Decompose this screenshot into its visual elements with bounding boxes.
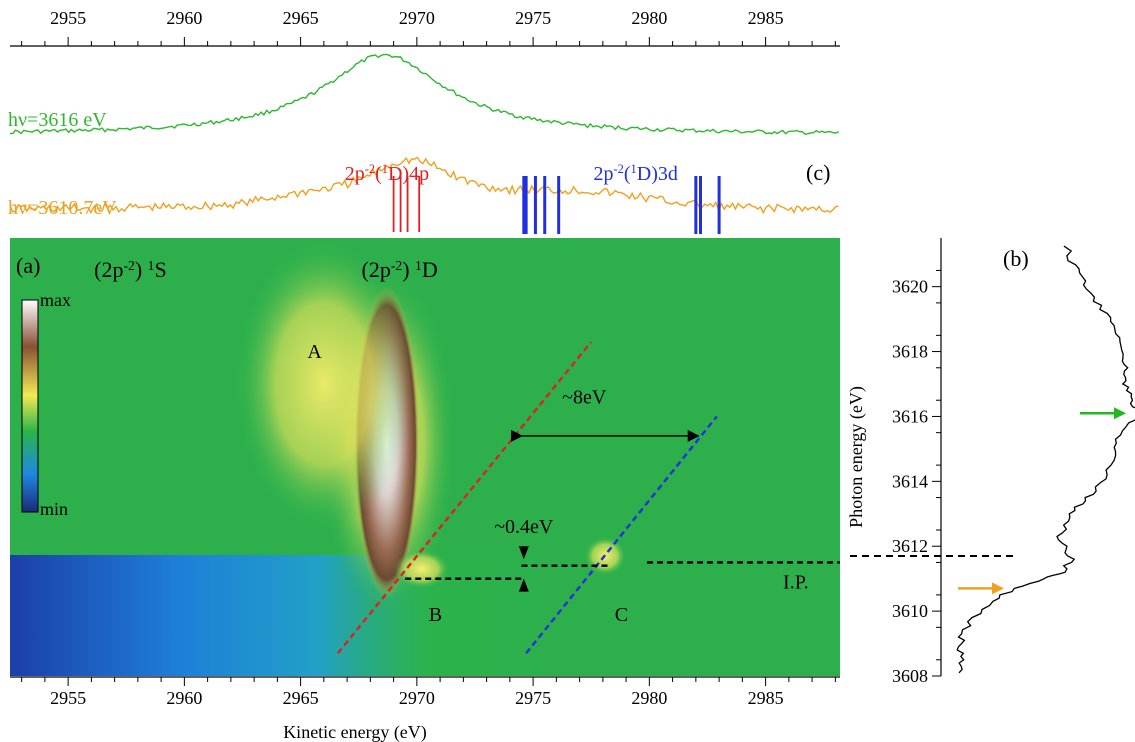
yield-curve — [956, 245, 1135, 674]
top-axis-tick-label: 2970 — [399, 8, 435, 28]
red-diagonal-line — [336, 341, 593, 655]
colorbar-gradient — [21, 299, 39, 513]
heatmap-label-4: ~8eV — [562, 386, 607, 408]
heatmap-low-band — [10, 555, 570, 676]
colorbar: max min — [21, 290, 71, 519]
panel-b-yield: 3608 3610 3612 3614 3616 3618 3620 — [850, 238, 1135, 686]
heatmap-label-0: A — [307, 341, 322, 363]
spectrum-0 — [9, 53, 839, 136]
y-axis-tick-label: 3614 — [892, 471, 928, 491]
panel-a-label: (a) — [16, 253, 40, 278]
top-axis-tick-label: 2980 — [631, 8, 667, 28]
y-axis-tick-label: 3610 — [892, 601, 928, 621]
bottom-axis-tick-label: 2975 — [515, 688, 551, 708]
y-axis-label: Photon energy (eV) — [846, 386, 867, 528]
colorbar-max-label: max — [40, 290, 71, 310]
colorbar-min-label: min — [40, 499, 68, 519]
heatmap-label-3: I.P. — [783, 571, 809, 593]
bottom-axis-tick-label: 2980 — [631, 688, 667, 708]
photon-energy-arrowhead — [1114, 407, 1126, 420]
y-axis-tick-label: 3612 — [892, 536, 928, 556]
heatmap-label-2: C — [615, 604, 628, 626]
small-gap-arrow-down — [518, 546, 529, 560]
heatmap-blob-peak-A — [235, 238, 413, 530]
spectrum-label-0: hν=3616 eV — [8, 109, 107, 131]
top-axis-tick-label: 2985 — [748, 8, 784, 28]
top-x-axis: 2955 2960 2965 2970 2975 2980 2985 — [10, 8, 840, 47]
x-axis-label: Kinetic energy (eV) — [283, 722, 427, 742]
panel-c-label: (c) — [806, 160, 830, 185]
top-axis-tick-label: 2965 — [283, 8, 319, 28]
bottom-axis-tick-label: 2955 — [50, 688, 86, 708]
panel-a-heatmap — [10, 238, 840, 676]
spectrum-label-1: hν=3610.7eV — [8, 197, 117, 219]
bottom-axis-tick-label: 2970 — [399, 688, 435, 708]
y-axis-tick-label: 3608 — [892, 666, 928, 686]
small-gap-arrow-up — [518, 578, 529, 592]
heatmap-blob-peak-B — [393, 549, 450, 589]
transition-label-0: 2p-2(1D)4p — [345, 162, 429, 185]
y-axis-tick-label: 3618 — [892, 342, 928, 362]
bottom-axis-tick-label: 2985 — [748, 688, 784, 708]
blue-diagonal-line — [525, 415, 718, 655]
top-axis-tick-label: 2955 — [50, 8, 86, 28]
top-axis-tick-label: 2960 — [166, 8, 202, 28]
state-label-1: (2p-2) 1D — [362, 257, 438, 282]
heatmap-label-5: ~0.4eV — [494, 516, 554, 538]
state-label-0: (2p-2) 1S — [94, 257, 167, 282]
y-axis-tick-label: 3620 — [892, 277, 928, 297]
photon-energy-arrowhead — [992, 582, 1004, 595]
bottom-axis-tick-label: 2960 — [166, 688, 202, 708]
panel-b-label: (b) — [1003, 246, 1029, 271]
y-axis-tick-label: 3616 — [892, 406, 928, 426]
top-axis-tick-label: 2975 — [515, 8, 551, 28]
heatmap-label-1: B — [429, 604, 442, 626]
panel-c-spectra: hν=3616 eV hν=3610.7eV 2p-2(1D)4p 2p-2(1D)3… — [8, 53, 839, 234]
heatmap-x-axis: 2955 2960 2965 2970 2975 2980 2985 — [10, 676, 840, 708]
transition-label-1: 2p-2(1D)3d — [594, 162, 678, 185]
bottom-axis-tick-label: 2965 — [283, 688, 319, 708]
